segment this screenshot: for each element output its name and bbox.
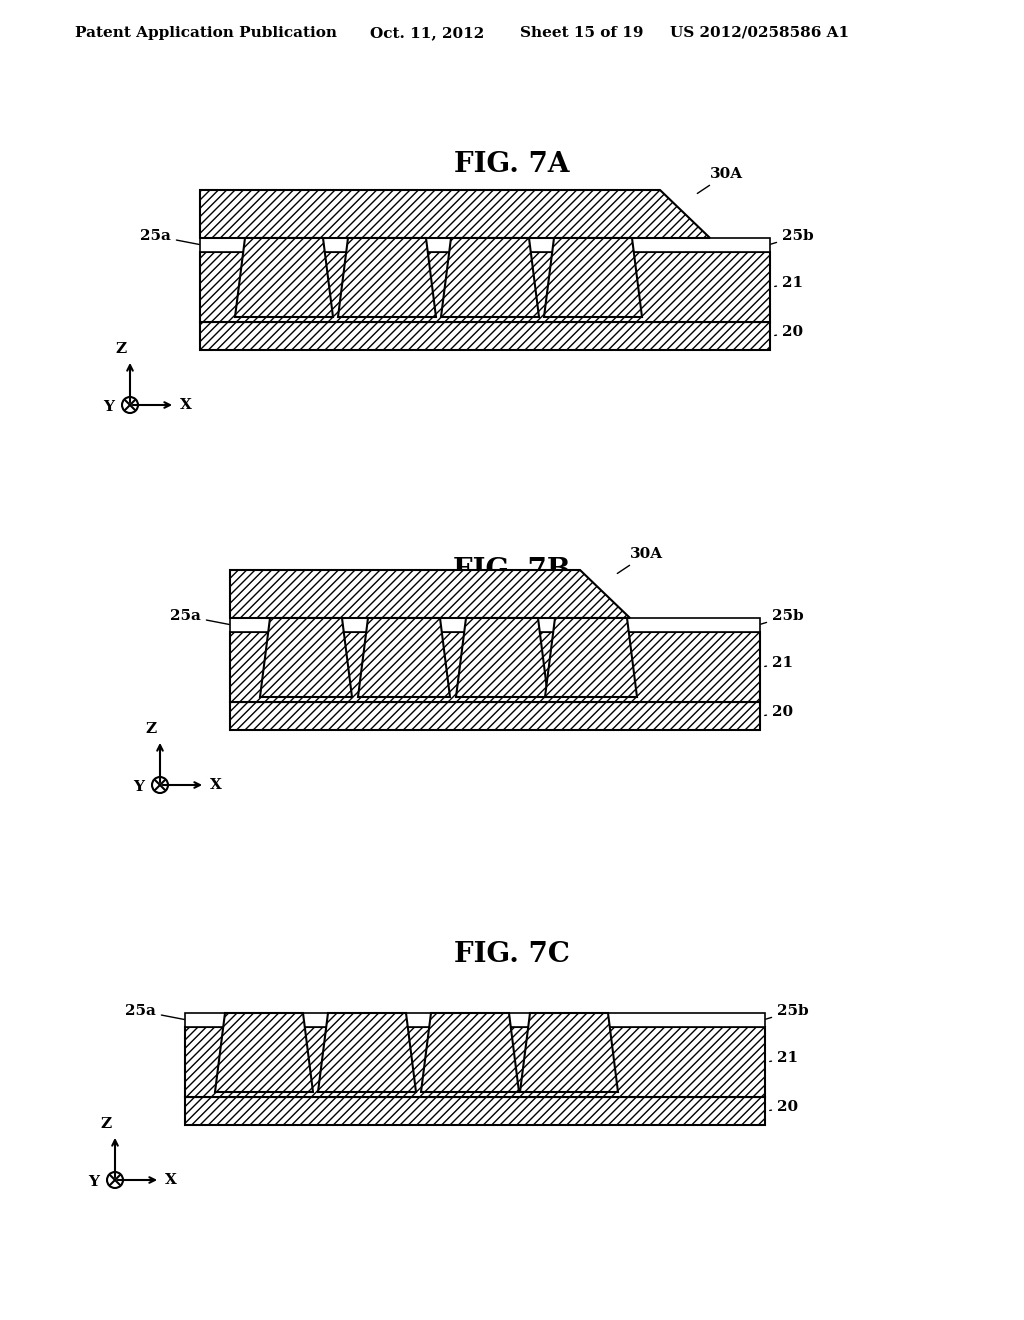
Polygon shape (260, 618, 352, 697)
Text: X: X (210, 777, 222, 792)
Text: FIG. 7A: FIG. 7A (455, 152, 569, 178)
Polygon shape (456, 618, 548, 697)
Polygon shape (520, 1012, 618, 1092)
Text: 25b: 25b (766, 1005, 809, 1019)
Polygon shape (318, 1012, 416, 1092)
Text: Sheet 15 of 19: Sheet 15 of 19 (520, 26, 643, 40)
Polygon shape (338, 238, 436, 317)
Text: Z: Z (116, 342, 127, 356)
Text: X: X (165, 1173, 177, 1187)
Bar (185, 1012, 765, 1027)
Bar (185, 1027, 765, 1097)
Polygon shape (358, 618, 450, 697)
Text: Y: Y (103, 400, 114, 414)
Text: Oct. 11, 2012: Oct. 11, 2012 (370, 26, 484, 40)
Polygon shape (421, 1012, 519, 1092)
Polygon shape (234, 238, 333, 317)
Text: 25b: 25b (761, 609, 804, 624)
Text: 20: 20 (770, 1100, 798, 1114)
Polygon shape (215, 1012, 313, 1092)
Text: 21: 21 (770, 1051, 798, 1065)
Text: FIG. 7B: FIG. 7B (454, 557, 570, 583)
Text: FIG. 7C: FIG. 7C (454, 941, 570, 969)
Text: 30A: 30A (697, 168, 743, 194)
Bar (230, 618, 760, 632)
Bar (200, 322, 770, 350)
Text: Z: Z (100, 1117, 112, 1131)
Text: 25b: 25b (771, 228, 814, 244)
Text: Z: Z (145, 722, 157, 737)
Text: 30A: 30A (617, 546, 664, 573)
Bar (230, 702, 760, 730)
Bar (200, 252, 770, 322)
Bar (230, 632, 760, 702)
Bar (185, 1097, 765, 1125)
Text: Y: Y (88, 1175, 99, 1189)
Text: Y: Y (133, 780, 144, 795)
Bar (200, 238, 770, 252)
Polygon shape (544, 238, 642, 317)
Polygon shape (545, 618, 637, 697)
Text: 21: 21 (775, 276, 803, 290)
Text: 25a: 25a (170, 609, 229, 624)
Polygon shape (230, 570, 630, 618)
Polygon shape (441, 238, 539, 317)
Text: 20: 20 (775, 325, 803, 339)
Text: 20: 20 (765, 705, 794, 719)
Text: US 2012/0258586 A1: US 2012/0258586 A1 (670, 26, 849, 40)
Text: Patent Application Publication: Patent Application Publication (75, 26, 337, 40)
Text: 25a: 25a (125, 1005, 184, 1019)
Polygon shape (200, 190, 710, 238)
Text: X: X (180, 399, 191, 412)
Text: 21: 21 (765, 656, 794, 671)
Text: 25a: 25a (140, 228, 200, 244)
